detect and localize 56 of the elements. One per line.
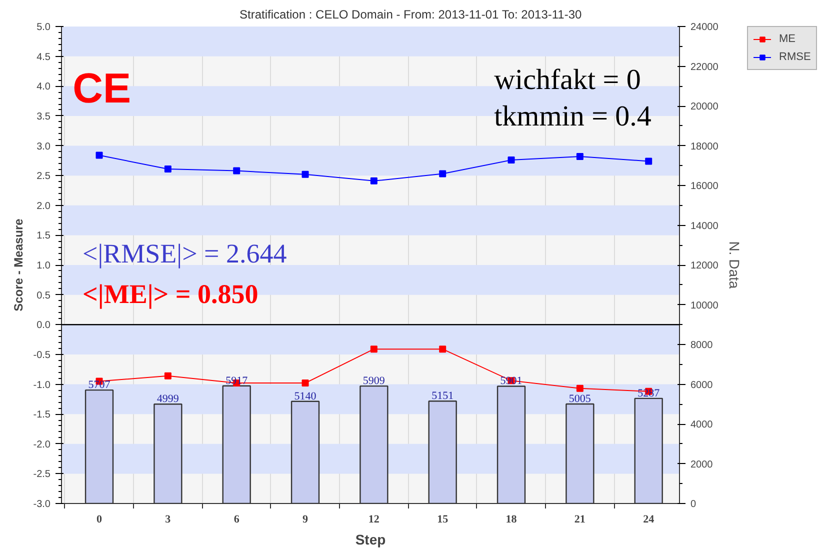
y-tick-label: -2.0 <box>33 439 51 450</box>
legend-label: ME <box>779 32 796 46</box>
y-tick-label: 2.0 <box>36 200 51 212</box>
y2-tick-label: 22000 <box>690 62 719 73</box>
y2-tick-label: 24000 <box>690 22 719 33</box>
y-tick-label: 0.5 <box>36 290 51 302</box>
data-label: 5151 <box>432 390 454 402</box>
legend-label: RMSE <box>779 50 811 64</box>
x-tick-label: 15 <box>437 514 449 526</box>
annotation: wichfakt = 0 <box>494 64 641 96</box>
y-tick-label: -1.0 <box>33 380 51 391</box>
y-tick-label: 0.0 <box>36 320 51 332</box>
chart-title: Stratification : CELO Domain - From: 2013-11-01 To: 2013-11-30 <box>240 8 582 22</box>
y2-tick-label: 10000 <box>690 300 719 312</box>
y-tick-label: 3.0 <box>36 141 51 152</box>
data-label: 5909 <box>362 375 386 388</box>
x-tick-label: 3 <box>165 514 172 526</box>
y-tick-label: 2.5 <box>36 171 51 182</box>
y-axis-title: Score - Measure <box>11 218 26 312</box>
x-tick-label: 0 <box>96 514 103 526</box>
data-label: 5005 <box>568 393 592 406</box>
y2-tick-label: 0 <box>690 499 696 510</box>
annotation: CE <box>72 64 131 112</box>
y2-tick-label: 12000 <box>690 260 719 272</box>
x-tick-label: 18 <box>506 514 518 526</box>
y-tick-label: -3.0 <box>33 499 51 510</box>
y-tick-label: 4.5 <box>36 52 51 63</box>
y2-tick-label: 14000 <box>690 220 719 232</box>
y-tick-label: 4.0 <box>36 82 51 93</box>
y2-tick-label: 2000 <box>690 459 714 470</box>
y-tick-label: 3.5 <box>36 111 51 122</box>
y2-tick-label: 16000 <box>690 181 719 192</box>
y2-tick-label: 4000 <box>690 420 714 430</box>
y2-tick-label: 6000 <box>690 380 714 391</box>
x-tick-label: 6 <box>234 514 240 526</box>
x-tick-label: 12 <box>368 514 380 526</box>
annotation: tkmmin = 0.4 <box>494 100 652 133</box>
x-axis-title: Step <box>355 532 386 548</box>
y2-axis-title: N. Data <box>726 241 742 289</box>
x-tick-label: 24 <box>643 514 655 526</box>
y2-tick-label: 8000 <box>690 340 714 351</box>
y2-tick-label: 20000 <box>690 102 719 112</box>
data-label: 5707 <box>88 379 111 392</box>
x-tick-label: 9 <box>302 514 309 526</box>
y2-tick-label: 18000 <box>690 141 719 152</box>
data-label: 4999 <box>156 393 180 406</box>
y-tick-label: 5.0 <box>36 22 51 33</box>
annotation: <|ME|> = 0.850 <box>82 279 258 310</box>
y-tick-label: 1.0 <box>36 260 51 272</box>
y-tick-label: -1.5 <box>33 410 51 421</box>
annotation: <|RMSE|> = 2.644 <box>82 238 288 269</box>
y-tick-label: 1.5 <box>36 230 51 242</box>
x-tick-label: 21 <box>574 514 586 526</box>
y-tick-label: -2.5 <box>33 469 51 480</box>
data-label: 5140 <box>294 390 317 402</box>
y-tick-label: -0.5 <box>33 350 51 361</box>
